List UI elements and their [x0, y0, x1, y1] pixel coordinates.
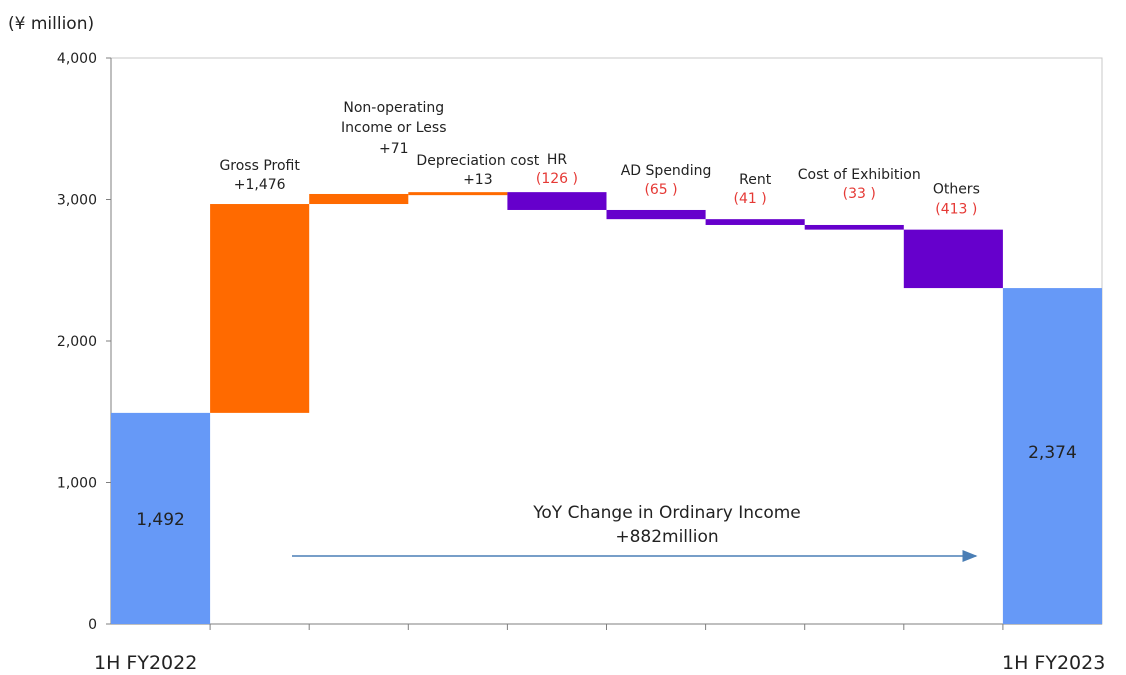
bar-4 — [408, 192, 508, 196]
bar-2 — [210, 204, 310, 413]
bar-category-label: HR — [547, 152, 568, 168]
bar-8 — [804, 224, 904, 230]
bar-5 — [507, 192, 607, 210]
bar-value-label: (65 ) — [644, 182, 677, 198]
yoy-annotation-title: YoY Change in Ordinary Income — [532, 503, 801, 523]
x-category-last: 1H FY2023 — [1002, 652, 1106, 674]
bar-value-label: (413 ) — [935, 202, 977, 218]
y-tick-label: 3,000 — [57, 193, 97, 209]
bar-7 — [705, 219, 805, 225]
bar-category-label: Income or Less — [341, 120, 447, 136]
bar-category-label: Depreciation cost — [416, 153, 539, 169]
bar-3 — [309, 193, 409, 205]
bar-value-label: +71 — [379, 141, 409, 157]
y-axis: 0 1,000 2,000 3,000 4,000 — [57, 51, 111, 633]
y-tick-label: 4,000 — [57, 51, 97, 67]
bar-value-label: +1,476 — [234, 177, 286, 193]
y-tick-label: 2,000 — [57, 334, 97, 350]
bar-9 — [903, 229, 1003, 289]
bars — [111, 192, 1102, 624]
bar-6 — [606, 209, 706, 220]
y-tick-label: 0 — [88, 617, 97, 633]
y-unit-label: (¥ million) — [8, 14, 95, 34]
bar-category-label: Cost of Exhibition — [798, 167, 921, 183]
bar-category-label: Gross Profit — [219, 158, 300, 174]
bar-value-label: (41 ) — [734, 191, 767, 207]
bar-category-label: Non-operating — [343, 100, 444, 116]
y-tick-label: 1,000 — [57, 476, 97, 492]
bar-category-label: AD Spending — [621, 163, 712, 179]
x-category-first: 1H FY2022 — [94, 652, 198, 674]
bar-value-label: 1,492 — [136, 510, 185, 530]
bar-category-label: Rent — [739, 172, 772, 188]
bar-value-label: (33 ) — [843, 186, 876, 202]
bar-category-label: Others — [933, 182, 980, 198]
bar-value-label: (126 ) — [536, 171, 578, 187]
yoy-annotation-value: +882million — [615, 527, 718, 547]
bar-10 — [1002, 288, 1102, 624]
bar-value-label: +13 — [463, 172, 493, 188]
bar-labels: 1,492 Gross Profit +1,476 Non-operating Inco… — [136, 100, 1077, 530]
yoy-annotation: YoY Change in Ordinary Income +882million — [292, 503, 978, 562]
bar-1 — [111, 412, 211, 624]
bar-value-label: 2,374 — [1028, 443, 1077, 463]
